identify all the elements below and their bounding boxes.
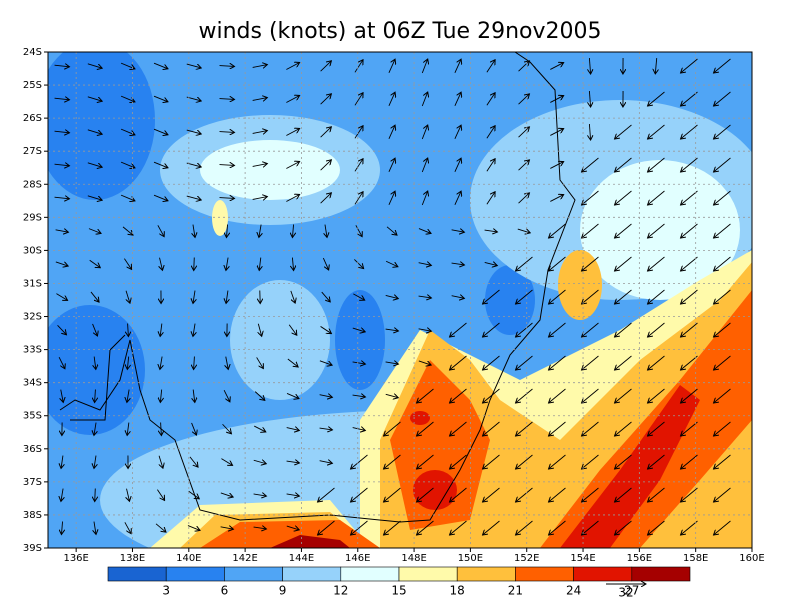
colorbar-box [341,567,399,581]
colorbar-box [166,567,224,581]
x-tick-label: 136E [63,553,88,564]
colorbar-box [515,567,573,581]
field-region [35,40,155,200]
colorbar-box [457,567,515,581]
x-tick-label: 158E [683,553,708,564]
colorbar-box [108,567,166,581]
colorbar-label: 18 [450,584,465,598]
colorbar-label: 6 [221,584,229,598]
x-tick-label: 138E [120,553,145,564]
y-tick-label: 27S [23,146,42,157]
y-tick-label: 24S [23,47,42,58]
colorbar-box [399,567,457,581]
field-region [335,290,385,390]
vector-reference-label: 32 [618,586,633,600]
x-tick-label: 142E [232,553,257,564]
colorbar-box [574,567,632,581]
colorbar-label: 15 [391,584,406,598]
y-tick-label: 32S [23,312,42,323]
map-title: winds (knots) at 06Z Tue 29nov2005 [199,19,602,44]
colorbar-box [283,567,341,581]
y-tick-label: 26S [23,113,42,124]
y-tick-label: 31S [23,278,42,289]
x-tick-label: 160E [739,553,764,564]
field-region [413,470,457,510]
x-tick-label: 140E [176,553,201,564]
x-tick-label: 156E [627,553,652,564]
y-tick-label: 33S [23,345,42,356]
colorbar-box [632,567,690,581]
field-region [200,140,340,200]
x-tick-label: 152E [514,553,539,564]
wind-arrow [95,489,96,502]
colorbar-label: 12 [333,584,348,598]
y-tick-label: 36S [23,444,42,455]
y-tick-label: 39S [23,543,42,554]
y-tick-label: 30S [23,245,42,256]
field-region [410,411,430,425]
y-tick-label: 37S [23,477,42,488]
field-region [212,200,228,236]
y-tick-label: 34S [23,378,42,389]
colorbar-box [224,567,282,581]
x-tick-label: 144E [289,553,314,564]
colorbar-label: 24 [566,584,581,598]
x-tick-label: 146E [345,553,370,564]
colorbar-label: 3 [162,584,170,598]
colorbar-label: 21 [508,584,523,598]
y-tick-label: 29S [23,212,42,223]
field-region [558,250,602,320]
colorbar-label: 9 [279,584,287,598]
wind-field [35,40,770,590]
y-tick-label: 28S [23,179,42,190]
x-tick-label: 154E [570,553,595,564]
x-tick-label: 150E [458,553,483,564]
y-tick-label: 38S [23,510,42,521]
y-tick-label: 25S [23,80,42,91]
wind-arrow [194,258,195,271]
y-tick-label: 35S [23,411,42,422]
x-tick-label: 148E [401,553,426,564]
